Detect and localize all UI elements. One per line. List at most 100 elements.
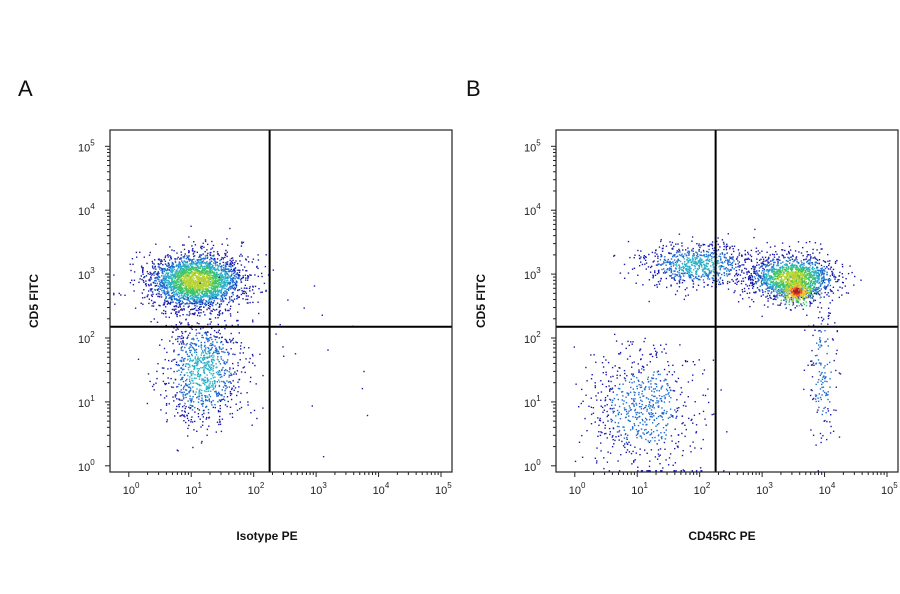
event-point <box>818 259 821 261</box>
event-point <box>753 291 756 294</box>
event-point <box>210 283 212 285</box>
event-point <box>209 323 211 325</box>
event-point <box>176 449 178 451</box>
event-point <box>224 297 226 299</box>
event-point <box>182 261 184 264</box>
event-point <box>184 303 186 305</box>
event-point <box>203 275 205 277</box>
event-point <box>172 342 174 345</box>
event-point <box>774 272 776 274</box>
event-point <box>179 336 181 338</box>
event-point <box>818 286 820 289</box>
event-point <box>163 270 165 273</box>
event-point <box>218 263 221 265</box>
event-point <box>806 261 808 263</box>
event-point <box>224 264 227 266</box>
event-point <box>182 291 184 293</box>
event-point <box>226 263 229 266</box>
event-point <box>154 265 156 268</box>
event-point <box>836 280 839 283</box>
event-point <box>184 331 186 333</box>
event-point <box>188 424 190 427</box>
event-point <box>236 272 238 274</box>
event-point <box>237 262 239 265</box>
event-point <box>233 389 235 391</box>
event-point <box>211 247 214 249</box>
event-point <box>251 289 254 291</box>
event-point <box>806 256 808 258</box>
event-point <box>761 270 764 272</box>
event-point <box>792 276 794 278</box>
event-point <box>770 281 773 283</box>
event-point <box>794 275 797 277</box>
event-point <box>800 264 802 266</box>
event-point <box>216 366 218 368</box>
event-point <box>211 304 213 306</box>
event-point <box>776 283 778 285</box>
event-point <box>205 388 208 391</box>
event-point <box>771 284 774 286</box>
event-point <box>214 293 216 295</box>
event-point <box>766 251 768 253</box>
event-point <box>220 289 222 292</box>
event-point <box>171 281 174 283</box>
event-point <box>262 407 264 409</box>
event-point <box>238 296 240 298</box>
event-point <box>205 294 207 296</box>
event-point <box>203 412 205 414</box>
event-point <box>221 312 224 314</box>
event-point <box>214 391 216 393</box>
event-point <box>208 287 211 289</box>
event-point <box>820 273 823 275</box>
event-point <box>179 283 182 285</box>
event-point <box>202 295 204 297</box>
event-point <box>781 254 783 256</box>
event-point <box>181 332 184 335</box>
event-point <box>210 355 213 357</box>
event-point <box>246 392 248 394</box>
event-point <box>198 398 200 400</box>
event-point <box>249 301 251 304</box>
event-point <box>157 285 160 287</box>
event-point <box>196 275 198 277</box>
event-point <box>242 277 244 279</box>
event-point <box>213 358 215 361</box>
event-point <box>194 292 196 294</box>
event-point <box>203 262 205 264</box>
event-point <box>216 358 219 360</box>
event-point <box>812 270 814 272</box>
event-point <box>831 271 833 273</box>
event-point <box>196 361 198 363</box>
event-point <box>211 343 214 345</box>
event-point <box>197 340 200 342</box>
event-point <box>205 257 207 259</box>
event-point <box>201 245 203 248</box>
event-point <box>801 262 803 264</box>
event-point <box>184 276 187 278</box>
event-point <box>797 296 799 298</box>
event-point <box>180 377 183 379</box>
event-point <box>170 287 173 289</box>
event-point <box>792 278 795 280</box>
event-point <box>769 278 771 280</box>
event-point <box>761 277 763 280</box>
event-point <box>163 304 165 306</box>
event-point <box>155 268 157 270</box>
event-point <box>180 359 182 361</box>
event-point <box>771 271 773 273</box>
event-point <box>188 269 191 271</box>
event-point <box>197 267 199 269</box>
event-point <box>239 401 241 403</box>
event-point <box>205 264 208 267</box>
event-point <box>754 268 756 270</box>
event-point <box>168 403 170 405</box>
event-point <box>190 400 192 403</box>
event-point <box>223 294 225 296</box>
event-point <box>762 294 764 296</box>
event-point <box>190 263 192 265</box>
event-point <box>768 290 770 292</box>
event-point <box>205 418 207 420</box>
event-point <box>237 289 239 292</box>
event-point <box>168 316 170 319</box>
event-point <box>197 276 199 278</box>
